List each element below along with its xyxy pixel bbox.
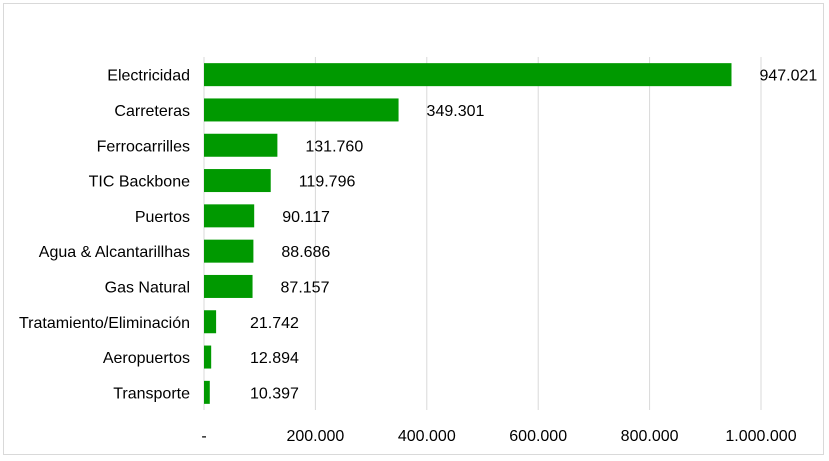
category-label: Puertos (135, 209, 190, 226)
data-label: 87.157 (281, 279, 330, 296)
bar (204, 345, 212, 369)
x-tick-label: 800.000 (621, 428, 679, 445)
data-label: 131.760 (305, 138, 363, 155)
category-label: Electricidad (107, 68, 190, 85)
category-label: TIC Backbone (89, 174, 190, 191)
category-label: Gas Natural (105, 279, 190, 296)
x-tick-label: 400.000 (398, 428, 456, 445)
category-label: Ferrocarrilles (97, 138, 190, 155)
category-label: Agua & Alcantarillhas (39, 244, 190, 261)
data-label: 88.686 (281, 244, 330, 261)
data-label: 21.742 (250, 315, 299, 332)
category-label: Tratamiento/Eliminación (19, 315, 190, 332)
bar (204, 133, 278, 157)
bar (204, 204, 255, 228)
x-tick-label: 600.000 (509, 428, 567, 445)
data-label: 119.796 (299, 174, 356, 191)
category-label: Carreteras (114, 103, 190, 120)
data-label: 90.117 (282, 209, 330, 226)
labels: - 200.000 400.000 600.000 800.000 1.000.000 El… (19, 68, 817, 445)
x-tick-label: 200.000 (286, 428, 344, 445)
bar (204, 380, 210, 404)
bar (204, 274, 253, 298)
bars (204, 63, 732, 404)
category-label: Transporte (113, 385, 190, 402)
bar (204, 63, 732, 87)
bar (204, 239, 254, 263)
bar (204, 98, 399, 122)
data-label: 12.894 (250, 350, 299, 367)
data-label: 947.021 (759, 68, 817, 85)
data-label: 349.301 (427, 103, 485, 120)
x-tick-label: - (201, 428, 206, 445)
data-label: 10.397 (250, 385, 299, 402)
bar (204, 310, 217, 334)
bar (204, 169, 271, 193)
category-label: Aeropuertos (103, 350, 190, 367)
x-tick-label: 1.000.000 (725, 428, 796, 445)
